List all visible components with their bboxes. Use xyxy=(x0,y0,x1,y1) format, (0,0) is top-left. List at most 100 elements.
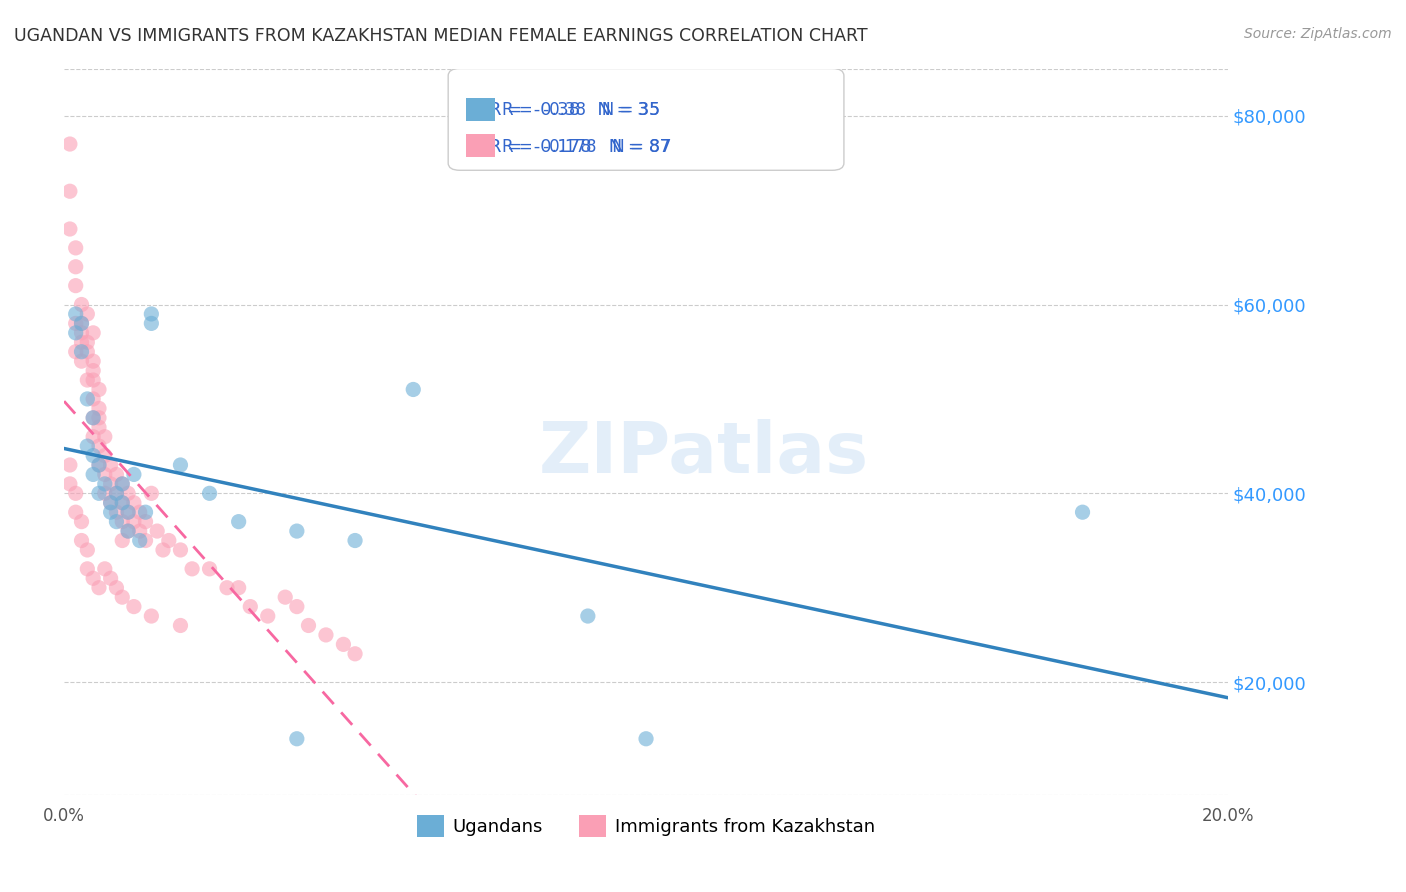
Ugandans xyxy=(285,524,308,538)
Immigrants from Kazakhstan xyxy=(65,505,87,519)
Ugandans xyxy=(82,410,104,425)
Immigrants from Kazakhstan xyxy=(100,458,122,472)
Ugandans xyxy=(111,496,134,510)
Ugandans xyxy=(122,467,145,482)
Immigrants from Kazakhstan xyxy=(117,486,139,500)
Ugandans xyxy=(141,307,163,321)
Immigrants from Kazakhstan xyxy=(141,486,163,500)
Immigrants from Kazakhstan xyxy=(169,618,191,632)
Ugandans xyxy=(105,515,128,529)
Immigrants from Kazakhstan xyxy=(315,628,337,642)
Ugandans xyxy=(1071,505,1094,519)
Immigrants from Kazakhstan xyxy=(82,354,104,368)
Immigrants from Kazakhstan xyxy=(152,543,174,558)
Ugandans xyxy=(100,505,122,519)
Immigrants from Kazakhstan xyxy=(105,467,128,482)
Immigrants from Kazakhstan xyxy=(82,363,104,377)
Immigrants from Kazakhstan xyxy=(87,383,110,397)
Immigrants from Kazakhstan xyxy=(135,533,157,548)
Immigrants from Kazakhstan xyxy=(76,543,98,558)
Ugandans xyxy=(285,731,308,746)
Immigrants from Kazakhstan xyxy=(332,637,354,651)
Immigrants from Kazakhstan xyxy=(228,581,250,595)
Ugandans xyxy=(70,317,93,331)
Immigrants from Kazakhstan xyxy=(122,496,145,510)
Immigrants from Kazakhstan xyxy=(70,515,93,529)
Immigrants from Kazakhstan xyxy=(285,599,308,614)
Immigrants from Kazakhstan xyxy=(59,184,82,198)
Immigrants from Kazakhstan xyxy=(297,618,319,632)
Immigrants from Kazakhstan xyxy=(181,562,204,576)
Immigrants from Kazakhstan xyxy=(146,524,169,538)
Ugandans xyxy=(135,505,157,519)
Immigrants from Kazakhstan xyxy=(87,420,110,434)
Immigrants from Kazakhstan xyxy=(122,515,145,529)
Ugandans xyxy=(576,609,599,624)
FancyBboxPatch shape xyxy=(449,69,844,170)
Immigrants from Kazakhstan xyxy=(70,354,93,368)
Immigrants from Kazakhstan xyxy=(59,222,82,236)
Ugandans xyxy=(94,476,117,491)
Immigrants from Kazakhstan xyxy=(344,647,367,661)
Bar xyxy=(465,134,495,157)
Immigrants from Kazakhstan xyxy=(111,476,134,491)
Ugandans xyxy=(76,439,98,453)
Text: R =  -0.178   N = 87: R = -0.178 N = 87 xyxy=(489,137,672,155)
Ugandans xyxy=(87,458,110,472)
Immigrants from Kazakhstan xyxy=(70,297,93,311)
Text: Source: ZipAtlas.com: Source: ZipAtlas.com xyxy=(1244,27,1392,41)
Immigrants from Kazakhstan xyxy=(76,307,98,321)
Immigrants from Kazakhstan xyxy=(59,476,82,491)
Immigrants from Kazakhstan xyxy=(239,599,262,614)
Immigrants from Kazakhstan xyxy=(65,486,87,500)
Immigrants from Kazakhstan xyxy=(82,410,104,425)
Immigrants from Kazakhstan xyxy=(87,581,110,595)
Immigrants from Kazakhstan xyxy=(94,486,117,500)
Text: R =  -0.38   N = 35: R = -0.38 N = 35 xyxy=(502,101,659,120)
Text: UGANDAN VS IMMIGRANTS FROM KAZAKHSTAN MEDIAN FEMALE EARNINGS CORRELATION CHART: UGANDAN VS IMMIGRANTS FROM KAZAKHSTAN ME… xyxy=(14,27,868,45)
Immigrants from Kazakhstan xyxy=(111,515,134,529)
Immigrants from Kazakhstan xyxy=(105,505,128,519)
Immigrants from Kazakhstan xyxy=(87,439,110,453)
Ugandans xyxy=(65,326,87,340)
Immigrants from Kazakhstan xyxy=(76,373,98,387)
Immigrants from Kazakhstan xyxy=(94,467,117,482)
Ugandans xyxy=(70,344,93,359)
Ugandans xyxy=(169,458,191,472)
Immigrants from Kazakhstan xyxy=(111,496,134,510)
Immigrants from Kazakhstan xyxy=(141,609,163,624)
Ugandans xyxy=(228,515,250,529)
Ugandans xyxy=(117,505,139,519)
Immigrants from Kazakhstan xyxy=(65,278,87,293)
Immigrants from Kazakhstan xyxy=(105,486,128,500)
Legend: Ugandans, Immigrants from Kazakhstan: Ugandans, Immigrants from Kazakhstan xyxy=(409,808,883,845)
Ugandans xyxy=(344,533,367,548)
Immigrants from Kazakhstan xyxy=(59,458,82,472)
Immigrants from Kazakhstan xyxy=(94,449,117,463)
Immigrants from Kazakhstan xyxy=(105,581,128,595)
Immigrants from Kazakhstan xyxy=(117,505,139,519)
Immigrants from Kazakhstan xyxy=(87,458,110,472)
Ugandans xyxy=(111,476,134,491)
Immigrants from Kazakhstan xyxy=(82,430,104,444)
Text: R =  -0.38   N = 35: R = -0.38 N = 35 xyxy=(489,101,661,120)
Immigrants from Kazakhstan xyxy=(70,326,93,340)
Immigrants from Kazakhstan xyxy=(70,533,93,548)
Immigrants from Kazakhstan xyxy=(157,533,180,548)
Ugandans xyxy=(82,467,104,482)
Ugandans xyxy=(100,496,122,510)
Immigrants from Kazakhstan xyxy=(256,609,278,624)
Immigrants from Kazakhstan xyxy=(128,524,150,538)
Immigrants from Kazakhstan xyxy=(70,317,93,331)
Immigrants from Kazakhstan xyxy=(111,590,134,604)
Immigrants from Kazakhstan xyxy=(169,543,191,558)
Immigrants from Kazakhstan xyxy=(59,136,82,151)
Ugandans xyxy=(141,317,163,331)
Immigrants from Kazakhstan xyxy=(135,515,157,529)
Immigrants from Kazakhstan xyxy=(100,496,122,510)
Immigrants from Kazakhstan xyxy=(122,599,145,614)
Text: R =  -0.178   N = 87: R = -0.178 N = 87 xyxy=(502,137,669,155)
Bar xyxy=(465,97,495,120)
Ugandans xyxy=(117,524,139,538)
Ugandans xyxy=(82,449,104,463)
